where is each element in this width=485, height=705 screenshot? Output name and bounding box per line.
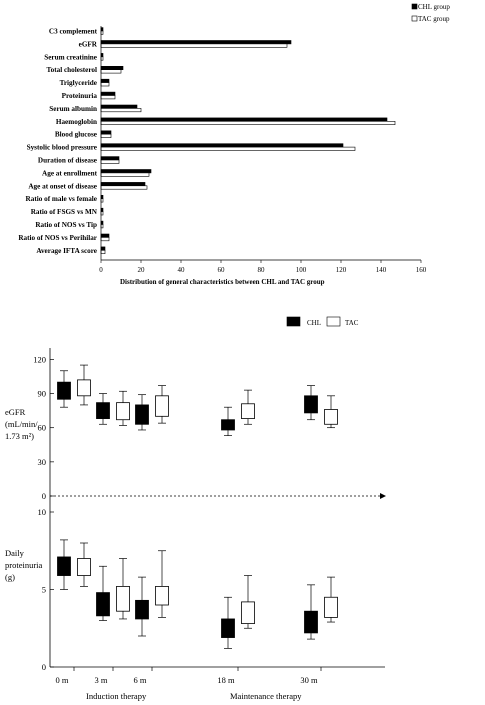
proteinuria-y-axis-label: Daily	[5, 548, 25, 558]
box-tac	[324, 409, 338, 425]
boxplot-legend: CHL TAC	[286, 316, 359, 327]
x-tick-label: 30 m	[300, 675, 318, 685]
box-chl	[96, 592, 110, 617]
category-label: Duration of disease	[38, 157, 97, 165]
box-tac	[155, 395, 169, 417]
legend-swatch-chl	[411, 3, 418, 10]
box-chl	[96, 402, 110, 419]
divider-arrowhead	[380, 493, 386, 499]
bar-chart: CHL group TAC group C3 complement eGFR Ser…	[18, 3, 450, 286]
legend-label-chl: CHL group	[418, 3, 450, 11]
box-tac	[116, 402, 130, 421]
y-tick-label: 0	[42, 491, 46, 501]
category-label: Ratio of FSGS vs MN	[31, 208, 98, 216]
category-label: Ratio of NOS vs Perihilar	[18, 234, 97, 242]
box-chl	[57, 381, 71, 400]
box-tac	[77, 558, 91, 576]
legend-label-tac-box: TAC	[345, 319, 359, 327]
box-tac	[155, 586, 169, 606]
x-tick-label: 40	[178, 266, 186, 274]
box-chl	[57, 556, 71, 576]
x-tick-label: 100	[296, 266, 307, 274]
x-tick-label: 0 m	[56, 675, 69, 685]
category-label: Serum creatinine	[44, 53, 97, 61]
box-tac	[116, 586, 130, 612]
category-label: Blood glucose	[55, 131, 97, 139]
y-tick-label: 10	[38, 507, 47, 517]
y-tick-label: 0	[42, 662, 46, 672]
y-tick-label: 30	[38, 457, 47, 467]
box-chl	[221, 419, 235, 431]
category-label: Total cholesterol	[46, 66, 97, 74]
category-label: Triglyceride	[60, 79, 97, 87]
category-label: C3 complement	[49, 28, 98, 36]
y-tick-label: 5	[42, 585, 46, 595]
category-label: Average IFTA score	[36, 247, 97, 255]
legend-label-tac: TAC group	[418, 15, 450, 23]
category-label: Age at onset of disease	[28, 182, 97, 190]
legend-swatch-tac-box	[326, 316, 341, 327]
x-tick-label: 140	[376, 266, 387, 274]
legend-label-chl-box: CHL	[307, 319, 321, 327]
proteinuria-y-axis-label: (g)	[5, 572, 15, 582]
bar-legend: CHL group TAC group	[411, 3, 450, 23]
category-label: Systolic blood pressure	[27, 144, 97, 152]
x-tick-label: 160	[416, 266, 427, 274]
box-tac	[324, 596, 338, 618]
category-label: Age at enrollment	[42, 169, 98, 177]
box-tac	[241, 403, 255, 419]
box-tac	[241, 601, 255, 625]
x-tick-label: 120	[336, 266, 347, 274]
group-label-maintenance: Maintenance therapy	[230, 691, 302, 701]
x-tick-label: 20	[138, 266, 146, 274]
x-tick-label: 18 m	[217, 675, 235, 685]
x-tick-label: 80	[258, 266, 266, 274]
y-tick-label: 90	[38, 389, 47, 399]
category-label: Serum albumin	[49, 105, 97, 113]
bar-x-axis-label: Distribution of general characteristics …	[120, 278, 325, 286]
category-label: eGFR	[79, 40, 98, 48]
category-label: Ratio of NOS vs Tip	[35, 221, 97, 229]
x-tick-label: 3 m	[95, 675, 108, 685]
box-chl	[135, 404, 149, 425]
x-tick-label: 0	[99, 266, 103, 274]
category-label: Proteinuria	[62, 92, 98, 100]
egfr-y-axis-label: eGFR	[5, 407, 26, 417]
legend-swatch-tac	[411, 15, 418, 22]
x-tick-label: 60	[218, 266, 226, 274]
category-label: Ratio of male vs female	[26, 195, 97, 203]
y-tick-label: 120	[33, 354, 46, 364]
egfr-y-axis-label: 1.73 m²)	[5, 431, 34, 441]
egfr-y-axis-label: (mL/min/	[5, 419, 38, 429]
x-tick-label: 6 m	[134, 675, 147, 685]
group-label-induction: Induction therapy	[86, 691, 147, 701]
box-chl	[135, 599, 149, 620]
y-tick-label: 60	[38, 423, 47, 433]
box-tac	[77, 379, 91, 397]
legend-swatch-chl-box	[286, 316, 301, 327]
box-chl	[221, 618, 235, 638]
proteinuria-y-axis-label: proteinuria	[5, 560, 43, 570]
category-label: Haemoglobin	[56, 118, 97, 126]
box-chl	[304, 610, 318, 634]
box-chl	[304, 395, 318, 414]
